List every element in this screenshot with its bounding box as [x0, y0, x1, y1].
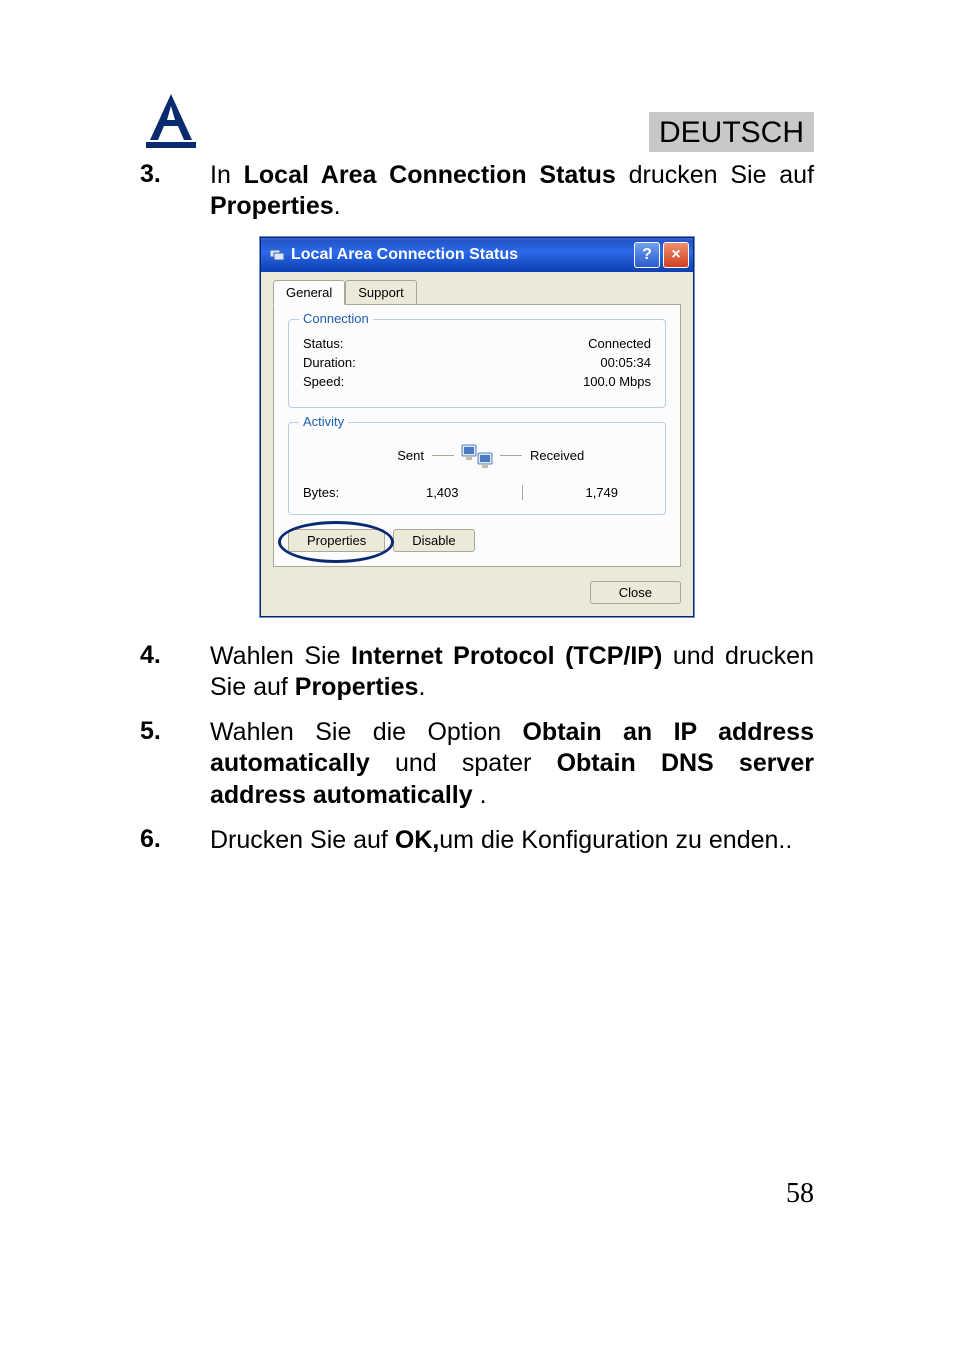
- text: .: [418, 673, 425, 701]
- duration-value: 00:05:34: [600, 355, 651, 370]
- step-text: In Local Area Connection Status drucken …: [210, 160, 814, 223]
- text: .: [473, 781, 487, 809]
- text: und spater: [370, 749, 557, 777]
- text: Drucken Sie auf: [210, 826, 395, 854]
- tab-support[interactable]: Support: [345, 280, 417, 304]
- step-5: 5. Wahlen Sie die Option Obtain an IP ad…: [140, 717, 814, 811]
- speed-label: Speed:: [303, 374, 344, 389]
- computers-icon: [460, 441, 494, 471]
- text: .: [334, 192, 341, 220]
- help-button[interactable]: ?: [634, 242, 660, 268]
- text: In: [210, 161, 244, 189]
- text: um die Konfiguration zu enden..: [439, 826, 792, 854]
- bold-text: Properties: [210, 192, 334, 220]
- close-dialog-button[interactable]: Close: [590, 581, 681, 604]
- speed-value: 100.0 Mbps: [583, 374, 651, 389]
- step-text: Drucken Sie auf OK,um die Konfiguration …: [210, 825, 814, 856]
- connection-group: Connection Status: Connected Duration: 0…: [288, 319, 666, 408]
- close-button[interactable]: ×: [663, 242, 689, 268]
- dash-icon: [432, 455, 454, 456]
- sent-label: Sent: [303, 448, 424, 463]
- speed-row: Speed: 100.0 Mbps: [303, 374, 651, 389]
- page-number: 58: [786, 1178, 814, 1210]
- bold-text: Internet Protocol (TCP/IP): [351, 642, 662, 670]
- step-text: Wahlen Sie die Option Obtain an IP addre…: [210, 717, 814, 811]
- group-title: Connection: [299, 311, 373, 326]
- page: DEUTSCH 3. In Local Area Connection Stat…: [0, 0, 954, 1260]
- screenshot-container: Local Area Connection Status ? × General…: [140, 237, 814, 617]
- text: Wahlen Sie: [210, 642, 351, 670]
- group-title: Activity: [299, 414, 348, 429]
- dash-icon: [500, 455, 522, 456]
- bytes-received-value: 1,749: [553, 485, 652, 500]
- titlebar-buttons: ? ×: [634, 242, 689, 268]
- titlebar: Local Area Connection Status ? ×: [261, 238, 693, 272]
- activity-group: Activity Sent: [288, 422, 666, 515]
- bytes-label: Bytes:: [303, 485, 393, 500]
- properties-button[interactable]: Properties: [288, 529, 385, 552]
- duration-label: Duration:: [303, 355, 356, 370]
- button-row: Properties Disable: [288, 529, 666, 552]
- bytes-row: Bytes: 1,403 1,749: [303, 485, 651, 500]
- disable-button[interactable]: Disable: [393, 529, 474, 552]
- duration-row: Duration: 00:05:34: [303, 355, 651, 370]
- bold-text: Local Area Connection Status: [244, 161, 616, 189]
- logo-icon: [140, 90, 202, 152]
- tabs: General Support: [273, 280, 681, 305]
- language-label: DEUTSCH: [649, 112, 814, 152]
- received-label: Received: [530, 448, 651, 463]
- status-value: Connected: [588, 336, 651, 351]
- text: Wahlen Sie die Option: [210, 718, 522, 746]
- step-number: 3.: [140, 160, 210, 189]
- text: drucken Sie auf: [616, 161, 814, 189]
- tab-general[interactable]: General: [273, 280, 345, 305]
- status-label: Status:: [303, 336, 343, 351]
- divider: [522, 485, 523, 500]
- bold-text: Properties: [295, 673, 419, 701]
- close-row: Close: [273, 581, 681, 604]
- step-number: 4.: [140, 641, 210, 670]
- activity-header: Sent: [303, 441, 651, 471]
- status-row: Status: Connected: [303, 336, 651, 351]
- step-6: 6. Drucken Sie auf OK,um die Konfigurati…: [140, 825, 814, 856]
- title-text: Local Area Connection Status: [291, 246, 634, 264]
- bold-text: OK,: [395, 826, 439, 854]
- step-4: 4. Wahlen Sie Internet Protocol (TCP/IP)…: [140, 641, 814, 704]
- tab-panel: Connection Status: Connected Duration: 0…: [273, 305, 681, 567]
- bytes-sent-value: 1,403: [393, 485, 492, 500]
- step-3: 3. In Local Area Connection Status druck…: [140, 160, 814, 223]
- step-number: 6.: [140, 825, 210, 854]
- xp-dialog: Local Area Connection Status ? × General…: [260, 237, 694, 617]
- activity-icon-group: [432, 441, 522, 471]
- dialog-body: General Support Connection Status: Conne…: [261, 272, 693, 616]
- page-header: DEUTSCH: [140, 90, 814, 152]
- step-text: Wahlen Sie Internet Protocol (TCP/IP) un…: [210, 641, 814, 704]
- network-icon: [269, 247, 285, 263]
- step-number: 5.: [140, 717, 210, 746]
